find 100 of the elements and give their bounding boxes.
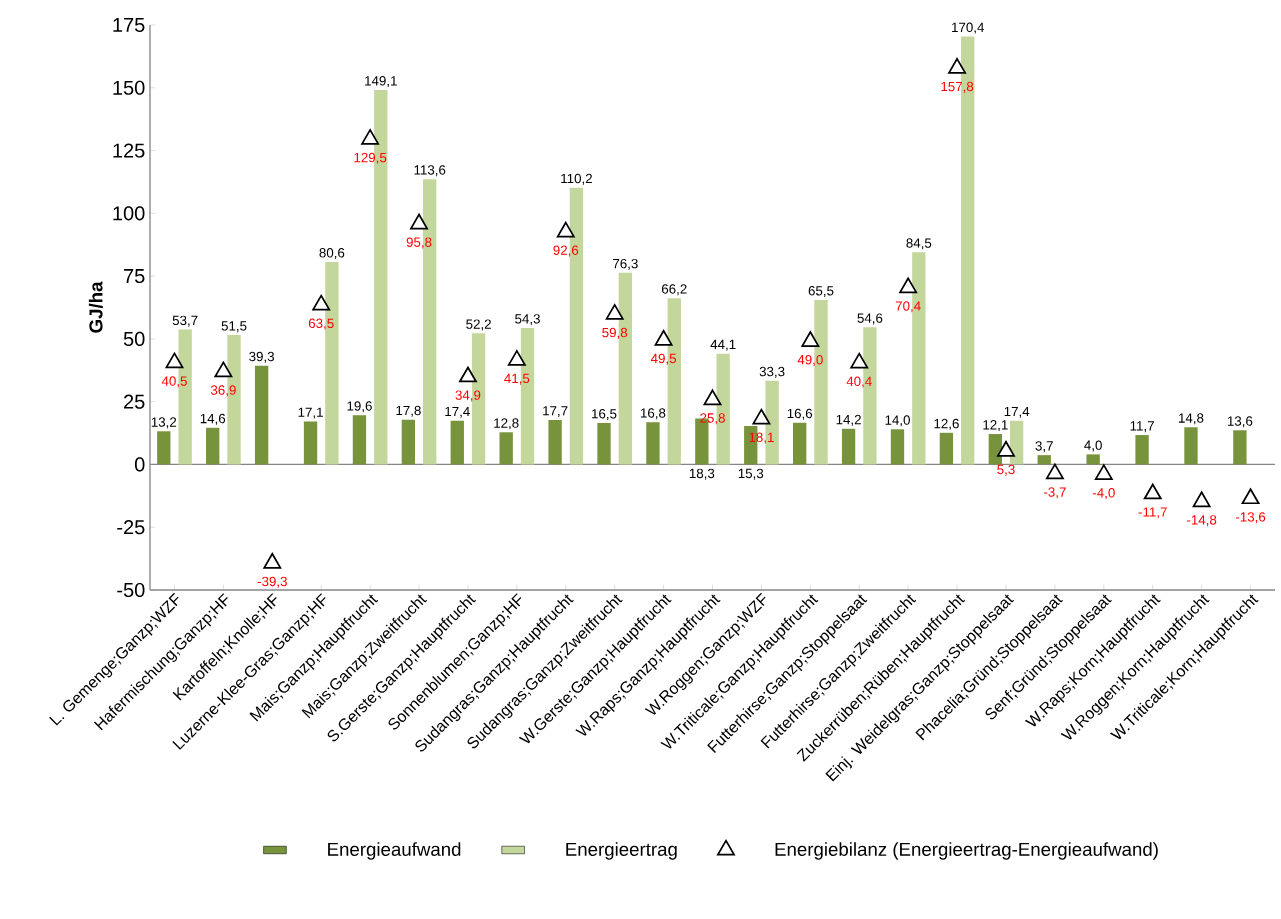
data-label: 15,3 xyxy=(738,468,764,480)
data-label: 40,4 xyxy=(846,376,872,388)
data-label: 44,1 xyxy=(710,339,736,351)
data-label: 113,6 xyxy=(414,165,446,177)
bar xyxy=(254,365,269,465)
y-axis-title: GJ/ha xyxy=(88,281,103,333)
data-label: 4,0 xyxy=(1084,440,1102,452)
point xyxy=(556,221,575,238)
y-tick-label: 50 xyxy=(123,331,145,346)
data-label: 14,6 xyxy=(200,413,226,425)
bar xyxy=(1086,454,1100,465)
bar xyxy=(450,420,464,465)
data-label: 18,3 xyxy=(689,468,715,480)
data-label: 19,6 xyxy=(347,401,372,413)
data-label: 170,4 xyxy=(952,22,985,34)
data-label: 11,7 xyxy=(1130,421,1154,433)
bar xyxy=(1037,455,1051,465)
data-label: 16,5 xyxy=(592,409,617,421)
legend-label: Energieaufwand xyxy=(328,842,461,860)
point xyxy=(410,213,428,230)
y-tick-label: 150 xyxy=(113,80,145,95)
data-label: 13,2 xyxy=(151,417,177,429)
data-label: 14,0 xyxy=(885,415,910,427)
point xyxy=(654,329,673,346)
point xyxy=(312,294,331,311)
point xyxy=(752,408,771,425)
point xyxy=(165,352,184,369)
data-label: 33,3 xyxy=(759,366,785,378)
data-label: 16,8 xyxy=(640,408,666,420)
point xyxy=(997,440,1015,457)
bar xyxy=(548,419,562,465)
data-label: 36,9 xyxy=(210,385,236,397)
bar xyxy=(939,432,954,465)
point xyxy=(263,552,282,569)
data-label: 18,1 xyxy=(749,432,774,444)
data-label: 17,1 xyxy=(298,407,323,419)
point xyxy=(1143,483,1162,500)
data-label: -39,3 xyxy=(257,576,287,588)
bar xyxy=(1009,420,1024,465)
data-label: 14,2 xyxy=(836,414,861,426)
point xyxy=(361,129,380,145)
y-tick-label: 25 xyxy=(124,394,145,409)
data-label: 66,2 xyxy=(661,284,687,296)
data-label: 92,6 xyxy=(553,245,579,257)
bar xyxy=(157,431,171,465)
data-label: 17,4 xyxy=(1004,406,1030,418)
data-label: 14,8 xyxy=(1179,413,1204,425)
data-label: -13,6 xyxy=(1235,512,1266,524)
data-label: 40,5 xyxy=(161,376,187,388)
point xyxy=(458,366,477,383)
bar xyxy=(499,432,513,465)
bar xyxy=(303,421,318,465)
point xyxy=(850,352,869,369)
data-label: 34,9 xyxy=(455,390,481,402)
data-label: 17,4 xyxy=(445,406,470,418)
data-label: 49,5 xyxy=(650,353,677,365)
data-label: -4,0 xyxy=(1092,488,1115,500)
legend-label: Energiebilanz (Energieertrag-Energieaufwand) xyxy=(775,842,1158,860)
point xyxy=(1094,464,1113,481)
data-label: 84,5 xyxy=(906,238,932,250)
data-label: 63,5 xyxy=(308,318,334,330)
data-label: 12,8 xyxy=(494,418,519,430)
bar xyxy=(352,415,367,465)
data-label: -14,8 xyxy=(1187,515,1217,527)
data-label: 52,2 xyxy=(466,319,491,331)
point xyxy=(214,361,233,378)
data-label: 12,6 xyxy=(934,418,959,430)
data-label: 25,8 xyxy=(700,413,725,425)
point xyxy=(1045,463,1064,480)
point xyxy=(1192,491,1211,508)
y-tick-label: 125 xyxy=(113,143,145,158)
data-label: -3,7 xyxy=(1044,487,1066,499)
data-label: 5,3 xyxy=(997,464,1015,476)
data-label: 59,8 xyxy=(602,327,628,339)
point xyxy=(703,389,722,406)
point xyxy=(507,350,526,366)
y-tick-label: 0 xyxy=(134,457,145,472)
data-label: 95,8 xyxy=(406,237,432,249)
data-label: 110,2 xyxy=(561,173,592,185)
bar xyxy=(206,427,220,465)
bar xyxy=(1184,427,1198,465)
data-label: 54,6 xyxy=(857,313,883,325)
data-label: 157,8 xyxy=(941,81,974,93)
bar xyxy=(646,422,660,465)
point xyxy=(899,277,918,294)
data-label: 70,4 xyxy=(895,301,921,313)
y-tick-label: 75 xyxy=(124,269,145,284)
data-label: 39,3 xyxy=(249,351,275,363)
data-label: 17,8 xyxy=(396,405,421,417)
point xyxy=(948,57,967,74)
data-label: 149,1 xyxy=(365,76,397,88)
bar xyxy=(401,419,416,465)
bar xyxy=(793,422,807,465)
point xyxy=(605,304,624,320)
y-tick-label: 175 xyxy=(113,18,145,32)
data-label: 12,1 xyxy=(983,420,1008,432)
data-label: 53,7 xyxy=(172,315,198,327)
y-tick-label: 100 xyxy=(113,206,145,221)
data-label: 13,6 xyxy=(1227,416,1253,428)
data-label: 41,5 xyxy=(504,373,530,385)
